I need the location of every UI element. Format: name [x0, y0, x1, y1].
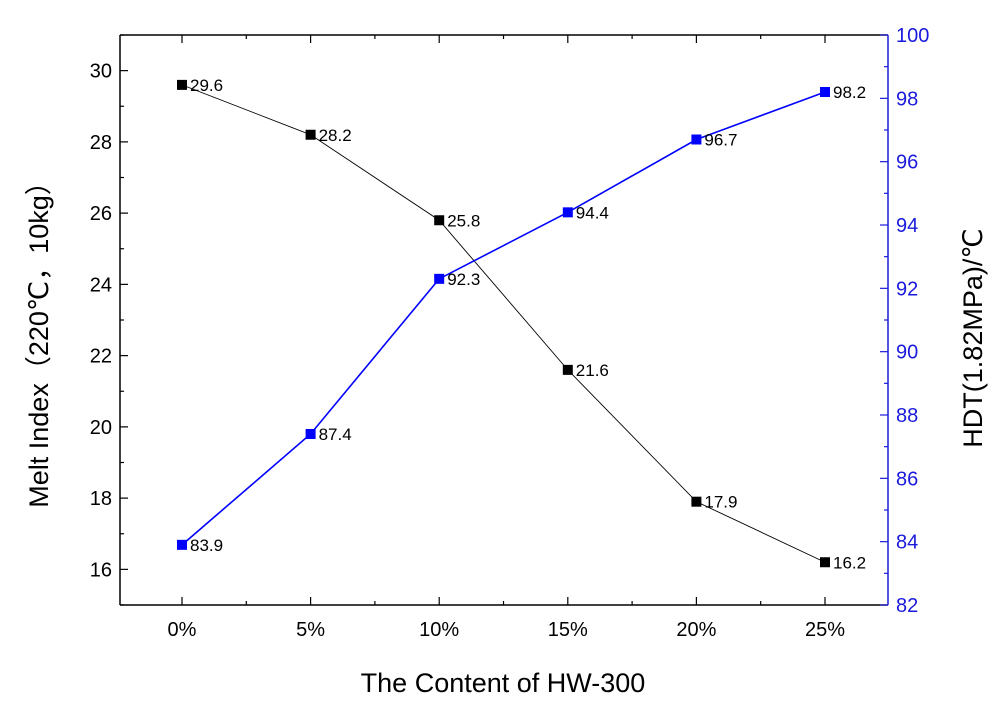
left-tick-label: 24 — [90, 274, 112, 296]
right-tick-label: 82 — [896, 595, 918, 617]
hdt-data-label: 94.4 — [576, 203, 609, 222]
left-tick-label: 18 — [90, 488, 112, 510]
left-tick-label: 22 — [90, 346, 112, 368]
melt-index-point — [562, 364, 573, 375]
left-tick-label: 30 — [90, 61, 112, 83]
melt-index-data-label: 25.8 — [447, 211, 480, 230]
right-tick-label: 94 — [896, 215, 918, 237]
melt-index-data-label: 21.6 — [576, 361, 609, 380]
melt-index-data-label: 16.2 — [833, 553, 866, 572]
x-tick-label: 25% — [805, 619, 845, 641]
right-tick-label: 92 — [896, 278, 918, 300]
hdt-point — [691, 134, 702, 145]
melt-index-data-label: 28.2 — [319, 126, 352, 145]
ticks: 16 18 20 22 24 26 28 30 82 84 86 88 90 92 94 96 98 100 0% 5… — [90, 25, 930, 641]
series-layer — [177, 79, 830, 568]
hdt-data-label: 92.3 — [447, 270, 480, 289]
melt-index-point — [691, 496, 702, 507]
x-tick-label: 15% — [548, 619, 588, 641]
x-axis-title: The Content of HW-300 — [361, 668, 646, 698]
axes — [119, 34, 889, 606]
melt-index-point — [434, 215, 445, 226]
left-tick-label: 20 — [90, 417, 112, 439]
melt-index-data-label: 17.9 — [704, 493, 737, 512]
hdt-point — [177, 539, 187, 550]
hdt-point — [562, 207, 573, 218]
x-tick-label: 0% — [168, 619, 197, 641]
hdt-data-label: 87.4 — [319, 425, 352, 444]
x-tick-label: 5% — [296, 619, 325, 641]
right-tick-label: 90 — [896, 342, 918, 364]
hdt-line — [181, 91, 826, 546]
right-tick-label: 96 — [896, 152, 918, 174]
left-tick-label: 16 — [90, 559, 112, 581]
melt-index-point — [305, 129, 316, 140]
right-tick-label: 84 — [896, 532, 918, 554]
right-tick-label: 98 — [896, 88, 918, 110]
left-tick-label: 26 — [90, 203, 112, 225]
hdt-data-label: 98.2 — [833, 83, 866, 102]
right-tick-label: 100 — [896, 25, 929, 47]
hdt-data-label: 83.9 — [190, 536, 223, 555]
melt-index-point — [820, 557, 830, 568]
right-axis-title: HDT(1.82MPa)/℃ — [958, 228, 988, 447]
melt-index-line — [181, 84, 826, 563]
data-labels: 29.6 28.2 25.8 21.6 17.9 16.2 83.9 87.4 92.3 94.4… — [190, 76, 866, 572]
left-axis-title: Melt Index（220℃，10kg） — [24, 168, 54, 507]
right-tick-label: 86 — [896, 468, 918, 490]
melt-index-point — [177, 79, 187, 90]
hdt-point — [434, 273, 445, 284]
hdt-point — [305, 429, 316, 439]
left-tick-label: 28 — [90, 132, 112, 154]
x-tick-label: 20% — [676, 619, 716, 641]
hdt-point — [820, 87, 830, 97]
right-tick-label: 88 — [896, 405, 918, 427]
hdt-data-label: 96.7 — [704, 131, 737, 150]
x-tick-label: 10% — [419, 619, 459, 641]
melt-index-data-label: 29.6 — [190, 76, 223, 95]
